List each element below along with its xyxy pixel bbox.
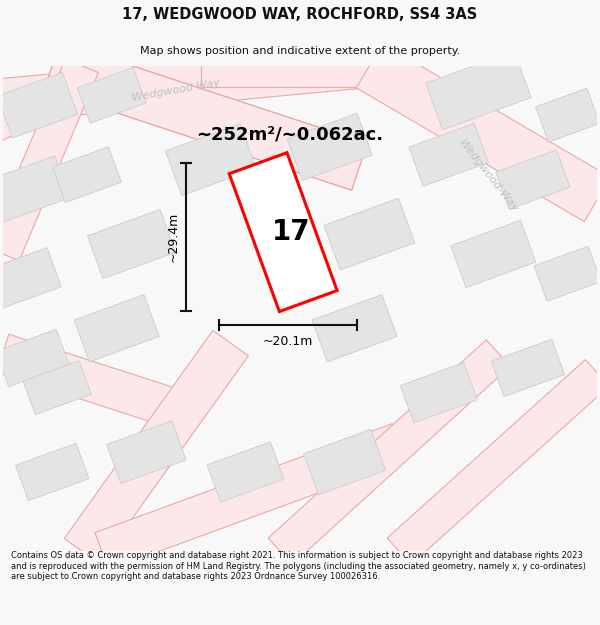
- Text: Wedgwood Way: Wedgwood Way: [131, 78, 221, 103]
- Polygon shape: [0, 72, 77, 138]
- Polygon shape: [534, 246, 600, 301]
- Polygon shape: [16, 443, 89, 501]
- Text: 17, WEDGWOOD WAY, ROCHFORD, SS4 3AS: 17, WEDGWOOD WAY, ROCHFORD, SS4 3AS: [122, 7, 478, 22]
- Polygon shape: [491, 339, 565, 397]
- Text: Contains OS data © Crown copyright and database right 2021. This information is : Contains OS data © Crown copyright and d…: [11, 551, 586, 581]
- Polygon shape: [0, 49, 129, 141]
- Polygon shape: [95, 424, 406, 570]
- Polygon shape: [64, 331, 248, 564]
- Polygon shape: [229, 152, 337, 311]
- Polygon shape: [387, 359, 600, 564]
- Polygon shape: [409, 123, 488, 186]
- Polygon shape: [44, 42, 367, 190]
- Polygon shape: [324, 198, 415, 270]
- Polygon shape: [107, 421, 186, 484]
- Polygon shape: [77, 68, 146, 123]
- Polygon shape: [451, 220, 536, 288]
- Polygon shape: [166, 124, 256, 196]
- Text: Map shows position and indicative extent of the property.: Map shows position and indicative extent…: [140, 46, 460, 56]
- Polygon shape: [287, 113, 372, 181]
- Polygon shape: [0, 156, 70, 223]
- Polygon shape: [1, 44, 371, 122]
- Polygon shape: [201, 44, 399, 88]
- Polygon shape: [400, 362, 477, 423]
- Text: ~29.4m: ~29.4m: [167, 212, 179, 262]
- Polygon shape: [304, 429, 386, 495]
- Polygon shape: [0, 329, 69, 387]
- Text: ~252m²/~0.062ac.: ~252m²/~0.062ac.: [196, 126, 383, 144]
- Polygon shape: [312, 294, 397, 362]
- Polygon shape: [74, 294, 159, 362]
- Polygon shape: [0, 248, 61, 310]
- Polygon shape: [0, 59, 98, 261]
- Polygon shape: [268, 340, 510, 564]
- Polygon shape: [53, 147, 121, 202]
- Polygon shape: [0, 334, 177, 426]
- Text: ~20.1m: ~20.1m: [263, 334, 313, 348]
- Polygon shape: [496, 150, 570, 209]
- Text: 17: 17: [272, 218, 310, 246]
- Polygon shape: [425, 51, 531, 130]
- Polygon shape: [536, 88, 599, 142]
- Polygon shape: [356, 43, 600, 222]
- Polygon shape: [23, 361, 91, 414]
- Text: Wedgwood-Way: Wedgwood-Way: [457, 138, 520, 215]
- Polygon shape: [207, 442, 284, 502]
- Polygon shape: [88, 209, 176, 279]
